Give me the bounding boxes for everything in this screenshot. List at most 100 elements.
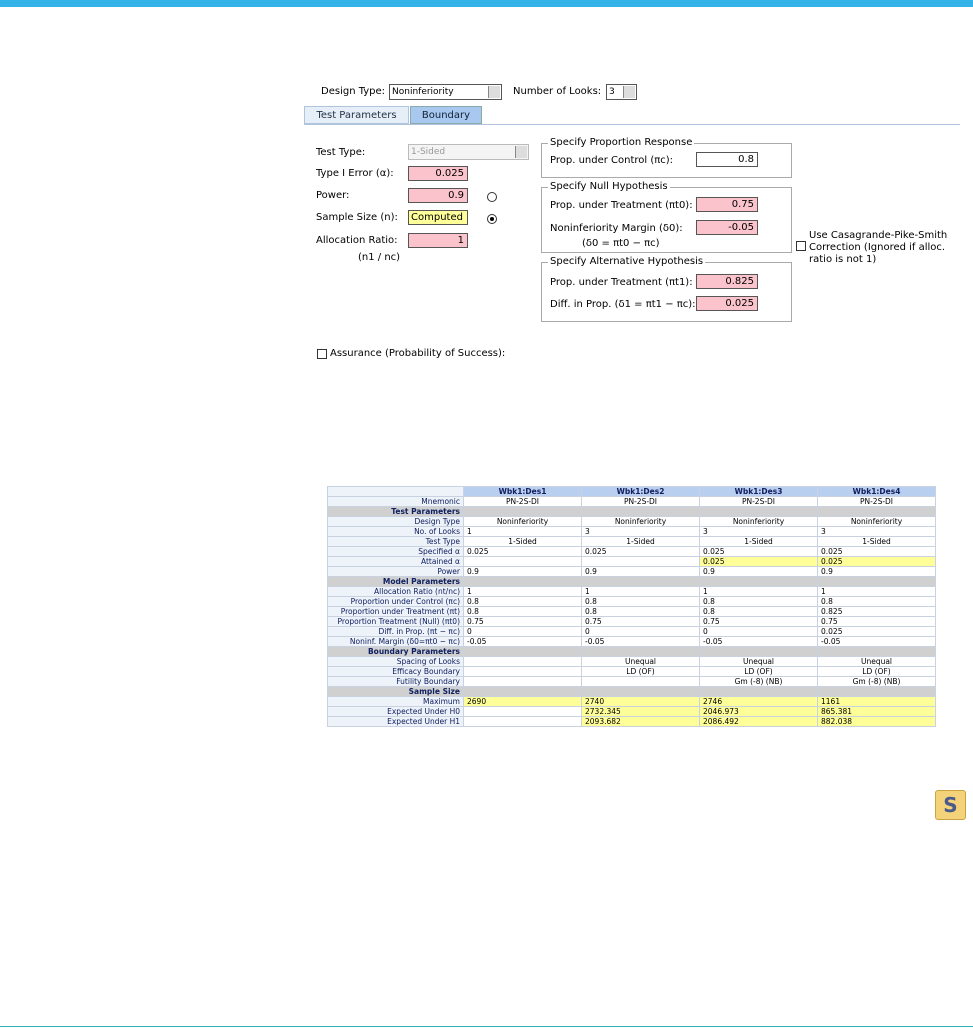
cell: 3: [817, 526, 936, 537]
section-label: Test Parameters: [327, 506, 464, 517]
design-type-select[interactable]: Noninferiority: [389, 84, 502, 100]
input[interactable]: 0.75: [696, 197, 758, 212]
cell: 1: [463, 526, 582, 537]
cell: 1: [463, 586, 582, 597]
alpha-input[interactable]: 0.025: [408, 166, 468, 181]
row-label: Design Type: [327, 516, 464, 527]
cell: 0.8: [817, 596, 936, 607]
alloc-input[interactable]: 1: [408, 233, 468, 248]
cell: 0.8: [463, 606, 582, 617]
row: Attained α 0.025 0.025: [327, 556, 936, 567]
group-box: Specify Proportion Response Prop. under …: [541, 137, 792, 178]
header-cell: [327, 486, 464, 497]
tab[interactable]: Boundary: [410, 106, 482, 124]
cell: [581, 556, 700, 567]
label: Prop. under Control (πc):: [550, 155, 674, 166]
radio-selected[interactable]: [487, 214, 497, 224]
cell: Unequal: [581, 656, 700, 667]
input[interactable]: 0.025: [696, 296, 758, 311]
cell: -0.05: [581, 636, 700, 647]
label: (δ0 = πt0 − πc): [582, 238, 660, 249]
tab[interactable]: Test Parameters: [304, 106, 409, 124]
cell: 2093.682: [581, 716, 700, 727]
row-label: Proportion under Treatment (πt): [327, 606, 464, 617]
cell: -0.05: [817, 636, 936, 647]
section-cell: [699, 686, 818, 697]
input[interactable]: 0.8: [696, 152, 758, 167]
radio[interactable]: [487, 192, 497, 202]
row: Diff. in Prop. (πt − πc) 0 0 0 0.025: [327, 626, 936, 637]
label: Assurance (Probability of Success):: [330, 348, 506, 359]
cell: 0: [463, 626, 582, 637]
cell: 0.025: [699, 556, 818, 567]
label: Noninferiority Margin (δ0):: [550, 223, 683, 234]
cell: 865.381: [817, 706, 936, 717]
results-table: Wbk1:Des1 Wbk1:Des2 Wbk1:Des3 Wbk1:Des4 Mnem…: [327, 486, 936, 727]
app-icon[interactable]: S: [935, 790, 966, 820]
row: Maximum 2690 2740 2746 1161: [327, 696, 936, 707]
cell: 3: [699, 526, 818, 537]
cell: 0.75: [581, 616, 700, 627]
cell: Noninferiority: [699, 516, 818, 527]
row: Proportion under Treatment (πt) 0.8 0.8 0.8…: [327, 606, 936, 617]
cell: 0.8: [581, 606, 700, 617]
section-cell: [463, 506, 582, 517]
cell: 0.9: [463, 566, 582, 577]
section-cell: [699, 646, 818, 657]
row: Proportion under Control (πc) 0.8 0.8 0.8 0.…: [327, 596, 936, 607]
group-title: Specify Proportion Response: [548, 137, 695, 148]
section-cell: [817, 576, 936, 587]
input[interactable]: 0.825: [696, 274, 758, 289]
bottom-line: [0, 1026, 973, 1027]
row-label: Maximum: [327, 696, 464, 707]
row: Sample Size: [327, 686, 936, 697]
cell: [463, 556, 582, 567]
section-cell: [463, 576, 582, 587]
section-cell: [817, 686, 936, 697]
row-label: Proportion under Control (πc): [327, 596, 464, 607]
test-type-select[interactable]: 1-Sided: [408, 144, 529, 160]
label: Power:: [316, 190, 350, 201]
row: Futility Boundary Gm (-8) (NB) Gm (-8) (NB…: [327, 676, 936, 687]
row: Test Type 1-Sided 1-Sided 1-Sided 1-Sided: [327, 536, 936, 547]
cell: 0.8: [699, 606, 818, 617]
checkbox[interactable]: [317, 349, 327, 359]
checkbox[interactable]: [796, 241, 806, 251]
power-input[interactable]: 0.9: [408, 188, 468, 203]
row: Power 0.9 0.9 0.9 0.9: [327, 566, 936, 577]
cell: PN-2S-DI: [581, 496, 700, 507]
cell: 0.9: [817, 566, 936, 577]
cell: LD (OF): [699, 666, 818, 677]
cell: 2746: [699, 696, 818, 707]
row-label: Attained α: [327, 556, 464, 567]
row-label: No. of Looks: [327, 526, 464, 537]
cell: 2690: [463, 696, 582, 707]
cell: 882.038: [817, 716, 936, 727]
cell: PN-2S-DI: [699, 496, 818, 507]
cell: [463, 676, 582, 687]
row: Boundary Parameters: [327, 646, 936, 657]
cell: 1: [699, 586, 818, 597]
section-label: Model Parameters: [327, 576, 464, 587]
row: Allocation Ratio (nt/nc) 1 1 1 1: [327, 586, 936, 597]
label: Number of Looks:: [513, 86, 602, 97]
cell: Noninferiority: [817, 516, 936, 527]
section-cell: [581, 686, 700, 697]
cell: 0: [699, 626, 818, 637]
row-label: Efficacy Boundary: [327, 666, 464, 677]
cell: 0.025: [699, 546, 818, 557]
label: Use Casagrande-Pike-Smith Correction (Ig…: [809, 230, 948, 265]
row: Efficacy Boundary LD (OF) LD (OF) LD (OF): [327, 666, 936, 677]
cell: 1-Sided: [817, 536, 936, 547]
cell: [463, 666, 582, 677]
section-cell: [581, 506, 700, 517]
column-header: Wbk1:Des4: [817, 486, 936, 497]
looks-select[interactable]: 3: [606, 84, 637, 100]
cell: Noninferiority: [581, 516, 700, 527]
section-label: Boundary Parameters: [327, 646, 464, 657]
sample-size-input[interactable]: Computed: [408, 210, 468, 225]
row: Specified α 0.025 0.025 0.025 0.025: [327, 546, 936, 557]
label: (n1 / nc): [358, 252, 401, 263]
input[interactable]: -0.05: [696, 220, 758, 235]
section-cell: [581, 576, 700, 587]
